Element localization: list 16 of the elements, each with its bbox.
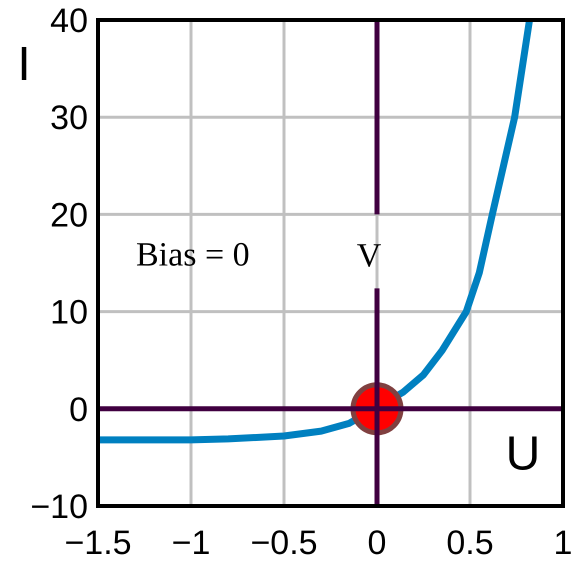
y-tick-label: 0 [69, 390, 88, 429]
x-tick-label: 0.5 [446, 524, 494, 562]
ref-line-label: V [356, 237, 382, 274]
y-axis-title: I [17, 38, 31, 91]
y-tick-label: 20 [50, 196, 88, 234]
y-tick-label: −10 [30, 488, 88, 526]
x-tick-label: 0 [368, 524, 386, 562]
x-tick-label: −1.5 [64, 524, 132, 562]
y-tick-label: 40 [50, 2, 88, 40]
annotation: Bias = 0 [136, 236, 250, 274]
y-tick-label: 30 [50, 99, 88, 138]
x-tick-label: −1 [172, 524, 210, 562]
y-tick-label: 10 [50, 294, 88, 332]
x-axis-title: U [506, 427, 540, 480]
x-tick-label: −0.5 [250, 524, 318, 562]
x-tick-label: 1 [554, 524, 572, 562]
